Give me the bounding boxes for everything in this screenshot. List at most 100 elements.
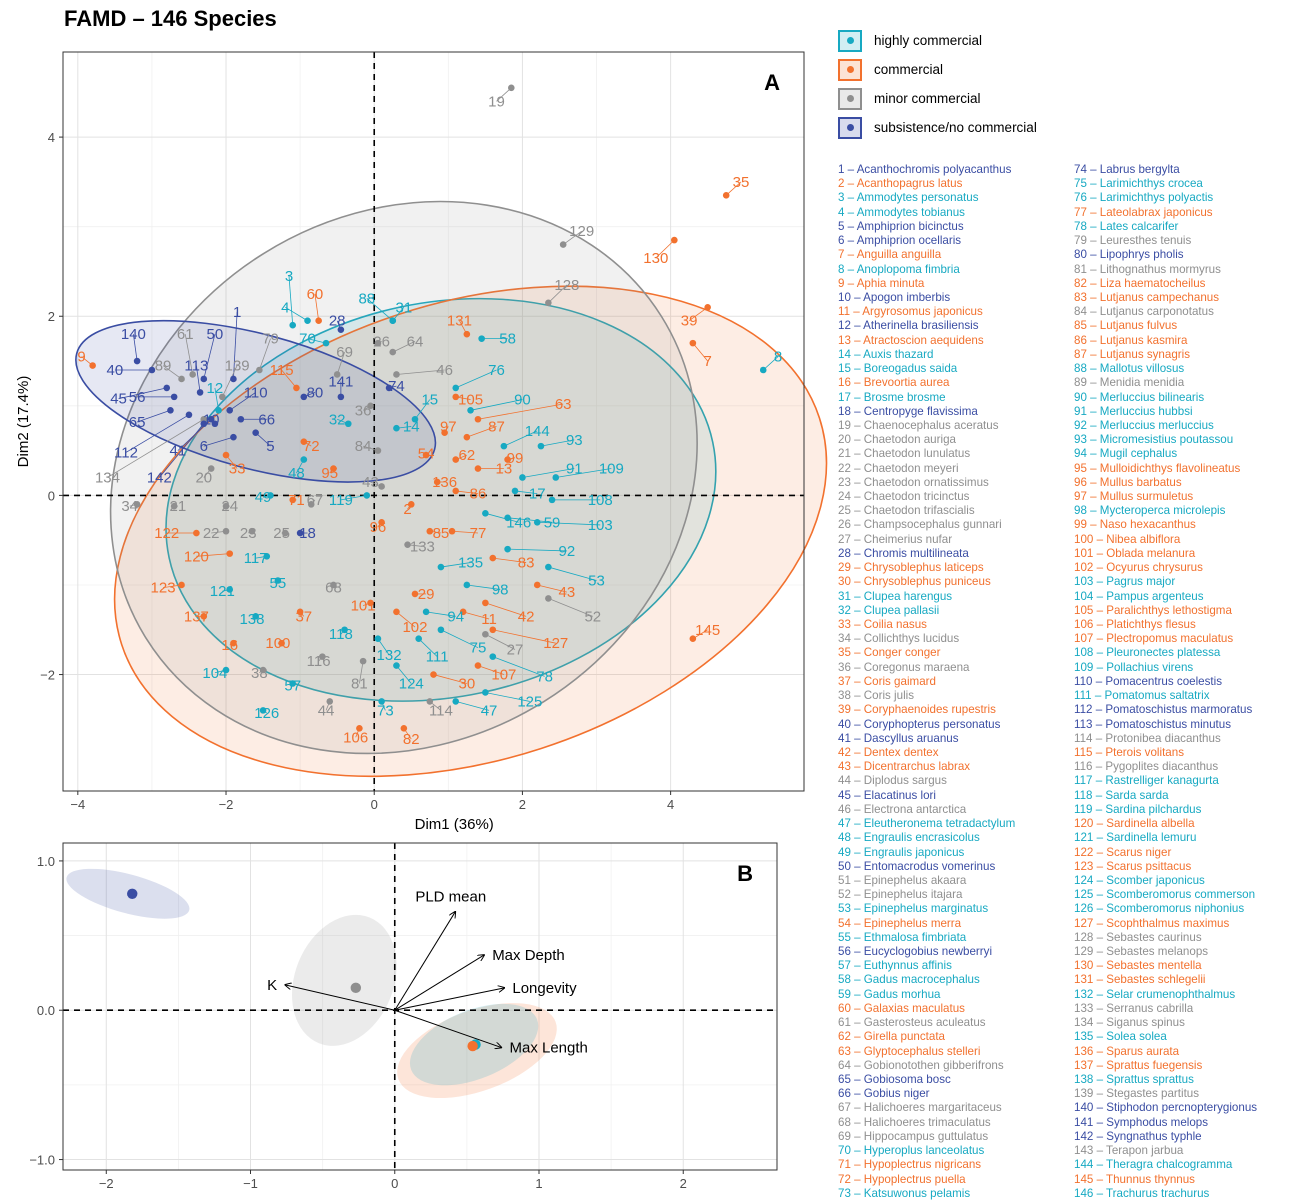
- species-entry: 24 – Chaetodon tricinctus: [838, 490, 1015, 504]
- data-point-minor: [389, 349, 396, 356]
- species-entry: 45 – Elacatinus lori: [838, 789, 1015, 803]
- data-point-commercial: [178, 582, 185, 589]
- species-entry: 75 – Larimichthys crocea: [1074, 177, 1257, 191]
- data-point-highly: [512, 488, 519, 495]
- species-list-col1: 1 – Acanthochromis polyacanthus 2 – Acant…: [838, 163, 1015, 1201]
- point-label: 16: [221, 637, 238, 654]
- point-label: 116: [307, 653, 331, 670]
- point-label: 69: [336, 344, 353, 361]
- point-label: 79: [262, 331, 279, 348]
- data-point-highly: [482, 510, 489, 517]
- species-entry: 123 – Scarus psittacus: [1074, 860, 1257, 874]
- species-entry: 13 – Atractoscion aequidens: [838, 334, 1015, 348]
- point-label: 8: [774, 349, 782, 366]
- legend-label: commercial: [874, 62, 943, 77]
- species-entry: 107 – Plectropomus maculatus: [1074, 632, 1257, 646]
- data-point-commercial: [690, 340, 697, 347]
- point-label: 52: [584, 608, 601, 625]
- point-label: 39: [681, 313, 698, 330]
- data-point-commercial: [293, 385, 300, 392]
- point-label: 18: [299, 525, 316, 542]
- species-entry: 39 – Coryphaenoides rupestris: [838, 703, 1015, 717]
- point-label: 62: [459, 447, 476, 464]
- data-point-minor: [545, 595, 552, 602]
- point-label: 68: [325, 580, 342, 597]
- species-entry: 60 – Galaxias maculatus: [838, 1002, 1015, 1016]
- species-entry: 37 – Coris gaimard: [838, 675, 1015, 689]
- y-tick-label: 0.0: [37, 1003, 55, 1018]
- point-label: 120: [184, 548, 209, 565]
- point-label: 80: [307, 384, 324, 401]
- data-point-highly: [538, 443, 545, 450]
- point-label: 55: [270, 575, 287, 592]
- y-tick-label: 1.0: [37, 854, 55, 869]
- species-entry: 129 – Sebastes melanops: [1074, 945, 1257, 959]
- data-point-minor: [375, 447, 382, 454]
- legend-dot: [847, 37, 854, 44]
- species-entry: 115 – Pterois volitans: [1074, 746, 1257, 760]
- point-label: 97: [440, 418, 457, 435]
- species-entry: 144 – Theragra chalcogramma: [1074, 1158, 1257, 1172]
- point-label: 115: [270, 362, 294, 379]
- data-point-subsistence: [163, 385, 170, 392]
- data-point-subsistence: [338, 394, 345, 401]
- species-entry: 128 – Sebastes caurinus: [1074, 931, 1257, 945]
- species-entry: 143 – Terapon jarbua: [1074, 1144, 1257, 1158]
- point-label: 49: [255, 489, 272, 506]
- data-point-commercial: [393, 609, 400, 616]
- species-entry: 10 – Apogon imberbis: [838, 291, 1015, 305]
- point-label: 125: [517, 693, 542, 710]
- point-label: 29: [418, 586, 435, 603]
- species-entry: 131 – Sebastes schlegelii: [1074, 973, 1257, 987]
- data-point-highly: [552, 474, 559, 481]
- point-label: 37: [295, 608, 312, 625]
- point-label: 110: [244, 384, 268, 401]
- point-label: 33: [229, 461, 246, 478]
- species-entry: 50 – Entomacrodus vomerinus: [838, 860, 1015, 874]
- species-entry: 104 – Pampus argenteus: [1074, 590, 1257, 604]
- point-label: 136: [432, 474, 457, 491]
- point-label: 83: [518, 555, 535, 572]
- species-entry: 63 – Glyptocephalus stelleri: [838, 1045, 1015, 1059]
- data-point-minor: [360, 658, 367, 665]
- point-label: 4: [281, 299, 289, 316]
- data-point-subsistence: [238, 416, 245, 423]
- data-point-minor: [545, 300, 552, 307]
- point-label: 103: [588, 517, 613, 534]
- point-label: 92: [559, 543, 576, 560]
- point-label: 23: [240, 525, 257, 542]
- species-entry: 117 – Rastrelliger kanagurta: [1074, 774, 1257, 788]
- data-point-commercial: [449, 528, 456, 535]
- data-point-highly: [467, 407, 474, 414]
- species-entry: 120 – Sardinella albella: [1074, 817, 1257, 831]
- species-entry: 80 – Lipophrys pholis: [1074, 248, 1257, 262]
- data-point-highly: [519, 474, 526, 481]
- point-label: 144: [525, 423, 550, 440]
- point-label: 15: [421, 392, 438, 409]
- data-point-highly: [478, 335, 485, 342]
- point-label: 134: [95, 469, 120, 486]
- point-label: 82: [403, 731, 420, 748]
- species-entry: 5 – Amphiprion bicinctus: [838, 220, 1015, 234]
- y-tick-label: −2: [40, 668, 55, 683]
- point-label: 48: [288, 465, 305, 482]
- data-point-minor: [560, 241, 567, 248]
- species-entry: 38 – Coris julis: [838, 689, 1015, 703]
- species-entry: 23 – Chaetodon ornatissimus: [838, 476, 1015, 490]
- species-entry: 146 – Trachurus trachurus: [1074, 1187, 1257, 1201]
- data-point-highly: [438, 564, 445, 571]
- data-point-commercial: [223, 452, 230, 459]
- point-label: 131: [447, 313, 472, 330]
- species-entry: 141 – Symphodus melops: [1074, 1116, 1257, 1130]
- species-entry: 89 – Menidia menidia: [1074, 376, 1257, 390]
- point-label: 122: [154, 525, 179, 542]
- data-point-highly: [415, 635, 422, 642]
- data-point-commercial: [723, 192, 730, 199]
- point-label: 101: [351, 598, 376, 615]
- point-label: 25: [273, 525, 290, 542]
- point-label: 93: [566, 432, 583, 449]
- species-entry: 110 – Pomacentrus coelestis: [1074, 675, 1257, 689]
- y-tick-label: 4: [48, 130, 55, 145]
- species-entry: 69 – Hippocampus guttulatus: [838, 1130, 1015, 1144]
- point-label: 85: [433, 525, 450, 542]
